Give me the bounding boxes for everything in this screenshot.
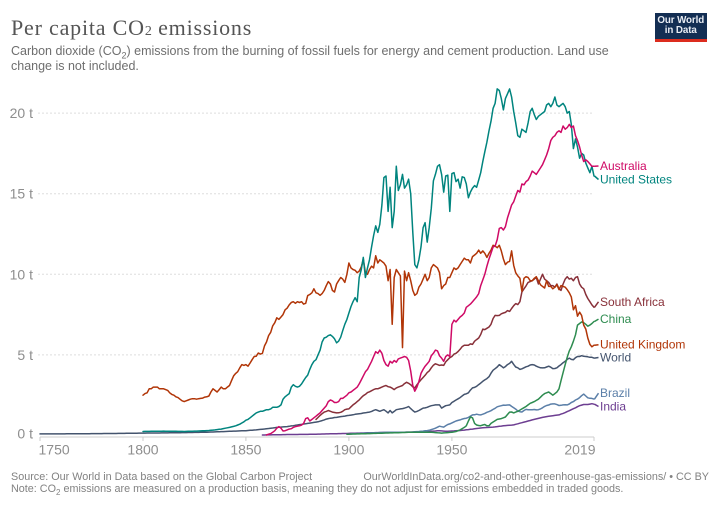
- svg-text:Brazil: Brazil: [600, 386, 630, 400]
- svg-text:5 t: 5 t: [17, 347, 33, 363]
- svg-text:20 t: 20 t: [10, 105, 33, 121]
- svg-text:World: World: [600, 351, 631, 365]
- svg-text:1950: 1950: [436, 442, 467, 458]
- svg-text:10 t: 10 t: [10, 266, 33, 282]
- svg-text:2019: 2019: [564, 442, 595, 458]
- svg-text:Australia: Australia: [600, 159, 647, 173]
- svg-text:India: India: [600, 400, 626, 414]
- svg-text:1750: 1750: [39, 442, 70, 458]
- svg-text:South Africa: South Africa: [600, 295, 665, 309]
- svg-text:0 t: 0 t: [17, 426, 33, 442]
- svg-text:1850: 1850: [230, 442, 261, 458]
- svg-text:1900: 1900: [333, 442, 364, 458]
- svg-text:1800: 1800: [127, 442, 158, 458]
- svg-text:United Kingdom: United Kingdom: [600, 338, 685, 352]
- svg-text:China: China: [600, 312, 632, 326]
- svg-text:United States: United States: [600, 173, 672, 187]
- svg-text:15 t: 15 t: [10, 186, 33, 202]
